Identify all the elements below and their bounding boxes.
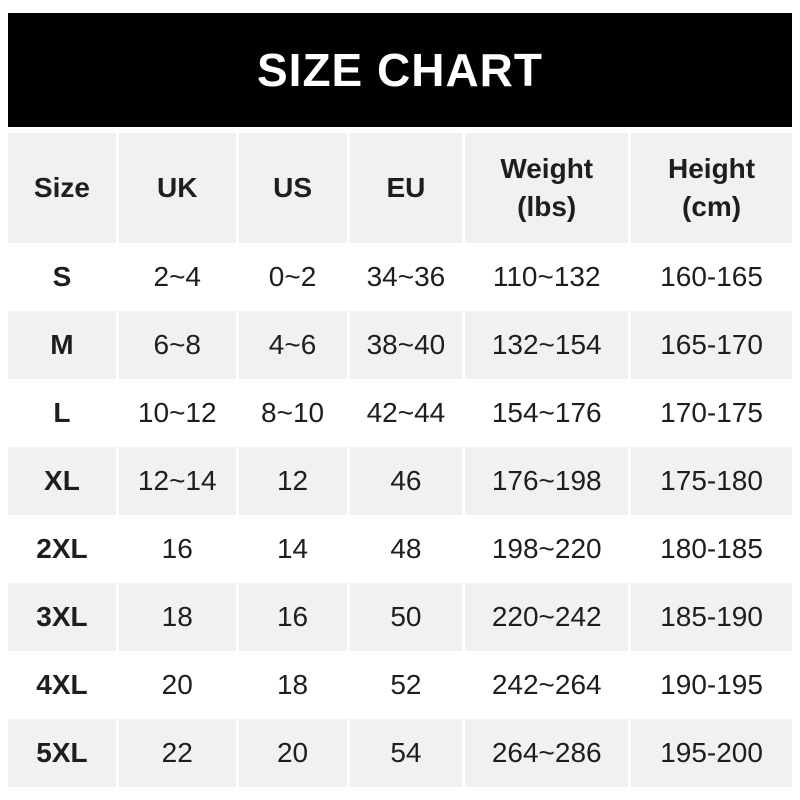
cell-5xl-uk: 22 (118, 719, 236, 787)
title-banner: SIZE CHART (8, 13, 792, 127)
table-row-xl: XL 12~14 12 46 176~198 175-180 (8, 447, 792, 515)
cell-5xl-size: 5XL (8, 719, 116, 787)
cell-2xl-uk: 16 (118, 515, 236, 583)
cell-m-height: 165-170 (631, 311, 792, 379)
table-row-m: M 6~8 4~6 38~40 132~154 165-170 (8, 311, 792, 379)
header-label: (lbs) (517, 191, 577, 222)
cell-2xl-us: 14 (238, 515, 347, 583)
cell-l-weight: 154~176 (465, 379, 629, 447)
header-cell-height: Height (cm) (631, 133, 792, 243)
header-cell-us: US (238, 133, 347, 243)
cell-s-eu: 34~36 (349, 243, 463, 311)
cell-3xl-height: 185-190 (631, 583, 792, 651)
cell-s-size: S (8, 243, 116, 311)
cell-3xl-size: 3XL (8, 583, 116, 651)
table-row-s: S 2~4 0~2 34~36 110~132 160-165 (8, 243, 792, 311)
header-cell-size: Size (8, 133, 116, 243)
page-title: SIZE CHART (257, 44, 543, 96)
cell-2xl-weight: 198~220 (465, 515, 629, 583)
header-cell-eu: EU (349, 133, 463, 243)
cell-3xl-eu: 50 (349, 583, 463, 651)
cell-xl-weight: 176~198 (465, 447, 629, 515)
cell-4xl-uk: 20 (118, 651, 236, 719)
cell-m-uk: 6~8 (118, 311, 236, 379)
header-label: EU (386, 172, 426, 204)
cell-5xl-eu: 54 (349, 719, 463, 787)
cell-4xl-height: 190-195 (631, 651, 792, 719)
cell-l-height: 170-175 (631, 379, 792, 447)
cell-m-eu: 38~40 (349, 311, 463, 379)
table-row-4xl: 4XL 20 18 52 242~264 190-195 (8, 651, 792, 719)
cell-m-size: M (8, 311, 116, 379)
table-body: S 2~4 0~2 34~36 110~132 160-165 M 6~8 4~6 38~40 13… (8, 243, 792, 787)
table-row-5xl: 5XL 22 20 54 264~286 195-200 (8, 719, 792, 787)
cell-2xl-size: 2XL (8, 515, 116, 583)
header-label: (cm) (682, 191, 742, 222)
header-label: Size (33, 172, 90, 204)
cell-xl-uk: 12~14 (118, 447, 236, 515)
header-cell-uk: UK (118, 133, 236, 243)
table-header-row: Size UK US EU Weight (lbs) Height (cm) (8, 133, 792, 243)
cell-l-size: L (8, 379, 116, 447)
cell-m-us: 4~6 (238, 311, 347, 379)
header-cell-weight: Weight (lbs) (465, 133, 629, 243)
cell-3xl-us: 16 (238, 583, 347, 651)
header-label: Weight (500, 153, 594, 185)
table-row-2xl: 2XL 16 14 48 198~220 180-185 (8, 515, 792, 583)
cell-xl-eu: 46 (349, 447, 463, 515)
cell-5xl-height: 195-200 (631, 719, 792, 787)
cell-3xl-weight: 220~242 (465, 583, 629, 651)
cell-m-weight: 132~154 (465, 311, 629, 379)
cell-xl-height: 175-180 (631, 447, 792, 515)
cell-2xl-eu: 48 (349, 515, 463, 583)
cell-xl-us: 12 (238, 447, 347, 515)
cell-xl-size: XL (8, 447, 116, 515)
cell-4xl-us: 18 (238, 651, 347, 719)
cell-3xl-uk: 18 (118, 583, 236, 651)
cell-l-us: 8~10 (238, 379, 347, 447)
table-row-3xl: 3XL 18 16 50 220~242 185-190 (8, 583, 792, 651)
cell-l-eu: 42~44 (349, 379, 463, 447)
cell-s-weight: 110~132 (465, 243, 629, 311)
header-label: UK (157, 172, 198, 204)
cell-4xl-eu: 52 (349, 651, 463, 719)
cell-4xl-weight: 242~264 (465, 651, 629, 719)
cell-s-height: 160-165 (631, 243, 792, 311)
cell-l-uk: 10~12 (118, 379, 236, 447)
cell-s-us: 0~2 (238, 243, 347, 311)
cell-5xl-us: 20 (238, 719, 347, 787)
size-chart-table: Size UK US EU Weight (lbs) Height (cm) S 2~4 0~2 3… (8, 133, 792, 787)
cell-s-uk: 2~4 (118, 243, 236, 311)
cell-5xl-weight: 264~286 (465, 719, 629, 787)
header-label: US (273, 172, 312, 204)
cell-2xl-height: 180-185 (631, 515, 792, 583)
header-label: Height (668, 153, 756, 185)
cell-4xl-size: 4XL (8, 651, 116, 719)
table-row-l: L 10~12 8~10 42~44 154~176 170-175 (8, 379, 792, 447)
